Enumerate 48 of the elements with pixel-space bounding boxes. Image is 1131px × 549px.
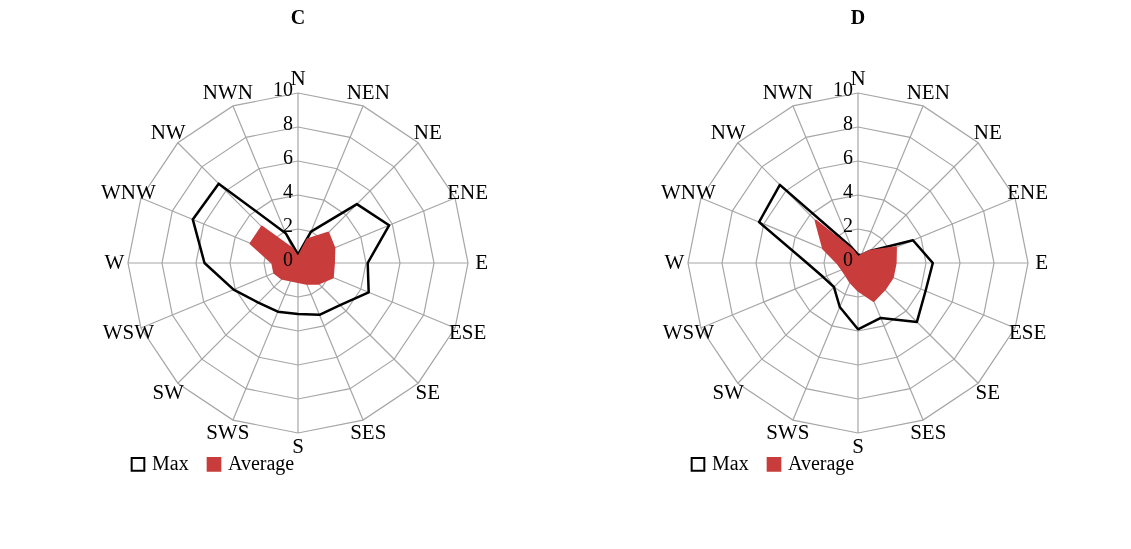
y-tick-label: 8	[283, 112, 293, 134]
y-tick-label: 2	[283, 214, 293, 236]
y-tick-label: 4	[283, 180, 293, 202]
spoke-label: S	[292, 433, 304, 458]
y-tick-label: 8	[843, 112, 853, 134]
spoke-label: WNW	[100, 179, 156, 204]
spoke-label: SWS	[766, 419, 810, 444]
spoke-label: SW	[152, 379, 185, 404]
y-tick-label: 10	[273, 78, 293, 100]
spoke-label: ESE	[448, 320, 487, 345]
y-tick-label: 0	[283, 248, 293, 270]
spoke-label: NW	[150, 120, 186, 145]
spoke-label: E	[1035, 250, 1049, 274]
y-tick-label: 0	[843, 248, 853, 270]
legend-label: Average	[228, 452, 295, 476]
spoke-label: NE	[413, 120, 442, 145]
spoke-label: NWN	[762, 80, 813, 105]
spoke-label: WNW	[660, 179, 716, 204]
spoke-label: S	[852, 433, 864, 458]
y-tick-label: 6	[283, 146, 293, 168]
spoke-label: NEN	[906, 80, 950, 105]
spoke-label: SES	[350, 419, 387, 444]
y-tick-label: 10	[833, 78, 853, 100]
chart-title: C	[290, 6, 306, 29]
spoke-label: ENE	[447, 179, 489, 204]
spoke-label: SES	[910, 419, 947, 444]
spoke-label: ENE	[1007, 179, 1049, 204]
legend-label: Average	[788, 452, 855, 476]
spoke-label: WSW	[662, 320, 715, 345]
spoke-label: ESE	[1008, 320, 1047, 345]
spoke-label: WSW	[102, 320, 155, 345]
spoke-label: SWS	[206, 419, 250, 444]
spoke-label: NWN	[202, 80, 253, 105]
spoke-label: SW	[712, 379, 745, 404]
legend-label: Max	[152, 452, 189, 475]
y-tick-label: 6	[843, 146, 853, 168]
spoke-label: W	[104, 250, 125, 274]
spoke-label: SE	[975, 379, 1001, 404]
spoke-label: E	[475, 250, 489, 274]
chart-title: D	[850, 6, 866, 29]
spoke-label: SE	[415, 379, 441, 404]
spoke-label: W	[664, 250, 685, 274]
y-tick-label: 4	[843, 180, 853, 202]
spoke-label: NEN	[346, 80, 390, 105]
spoke-label: NW	[710, 120, 746, 145]
spoke-label: NE	[973, 120, 1002, 145]
legend-label: Max	[712, 452, 749, 475]
y-tick-label: 2	[843, 214, 853, 236]
